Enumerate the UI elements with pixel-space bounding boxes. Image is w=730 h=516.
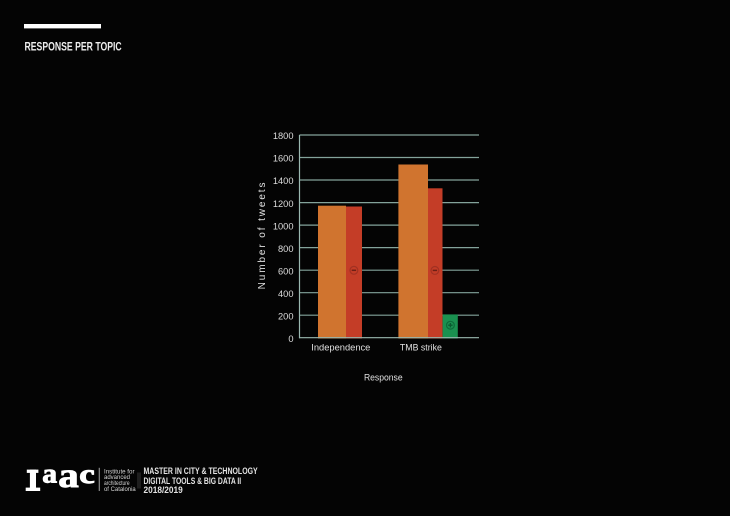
svg-text:a: a bbox=[42, 458, 57, 489]
svg-text:0: 0 bbox=[288, 334, 293, 344]
svg-text:c: c bbox=[79, 459, 95, 490]
svg-text:advanced: advanced bbox=[104, 474, 130, 481]
svg-text:MASTER IN CITY & TECHNOLOGY: MASTER IN CITY & TECHNOLOGY bbox=[144, 466, 258, 476]
svg-text:of Catalonia: of Catalonia bbox=[104, 486, 136, 493]
svg-text:Number of tweets: Number of tweets bbox=[257, 181, 268, 290]
svg-text:1200: 1200 bbox=[273, 199, 294, 209]
svg-text:a: a bbox=[58, 457, 79, 495]
svg-text:TMB strike: TMB strike bbox=[400, 342, 442, 352]
svg-text:Institute for: Institute for bbox=[104, 468, 135, 475]
svg-text:Response: Response bbox=[364, 372, 403, 382]
svg-text:800: 800 bbox=[278, 244, 294, 254]
svg-text:2018/2019: 2018/2019 bbox=[144, 485, 183, 495]
svg-text:200: 200 bbox=[278, 311, 294, 321]
svg-text:Independence: Independence bbox=[311, 342, 370, 352]
svg-text:1600: 1600 bbox=[273, 154, 294, 164]
svg-text:architecture: architecture bbox=[104, 480, 130, 487]
svg-text:DIGITAL TOOLS & BIG DATA II: DIGITAL TOOLS & BIG DATA II bbox=[144, 476, 242, 486]
svg-text:400: 400 bbox=[278, 289, 294, 299]
svg-text:1400: 1400 bbox=[273, 176, 294, 186]
svg-text:600: 600 bbox=[278, 266, 294, 276]
svg-text:1800: 1800 bbox=[273, 131, 294, 141]
svg-text:RESPONSE PER TOPIC: RESPONSE PER TOPIC bbox=[25, 40, 122, 54]
svg-text:1000: 1000 bbox=[273, 221, 294, 231]
